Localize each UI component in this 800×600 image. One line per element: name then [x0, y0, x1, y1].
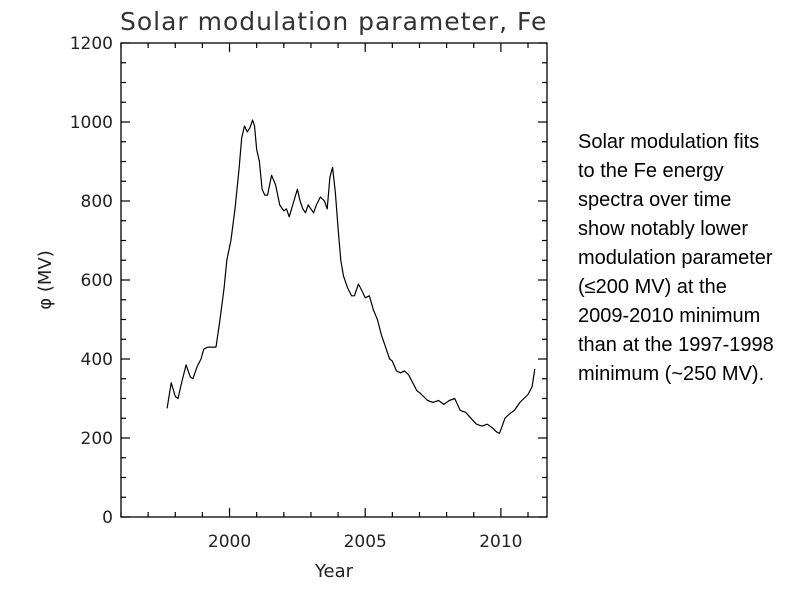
- y-tick-label: 200: [81, 429, 113, 449]
- y-tick-label: 0: [102, 508, 113, 528]
- y-tick-labels: 0 200 400 600 800 1000 1200: [70, 34, 113, 528]
- y-axis-label: φ (MV): [35, 250, 56, 309]
- chart-title: Solar modulation parameter, Fe: [120, 7, 547, 36]
- x-tick-labels: 2000 2005 2010: [208, 532, 523, 552]
- y-tick-label: 800: [81, 192, 113, 212]
- y-tick-label: 1200: [70, 34, 113, 54]
- axis-ticks: [120, 42, 547, 518]
- y-tick-label: 400: [81, 350, 113, 370]
- caption-text: Solar modulation fits to the Fe energy s…: [578, 131, 774, 385]
- y-tick-label: 600: [81, 271, 113, 291]
- x-tick-label: 2005: [344, 532, 387, 552]
- y-tick-label: 1000: [70, 113, 113, 133]
- series-line-fe-modulation: [166, 119, 536, 434]
- x-axis-label: Year: [314, 561, 354, 582]
- x-tick-label: 2010: [479, 532, 522, 552]
- x-tick-label: 2000: [208, 532, 251, 552]
- plot-frame: [120, 42, 548, 518]
